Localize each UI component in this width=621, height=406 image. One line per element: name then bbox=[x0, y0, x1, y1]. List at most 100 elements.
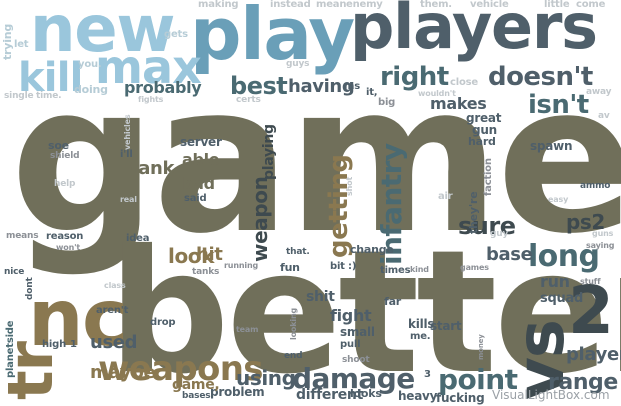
word-big: big bbox=[378, 97, 396, 108]
word-game-comma: game, bbox=[172, 377, 220, 393]
word-fun: fun bbox=[280, 261, 300, 274]
word-times: times bbox=[380, 265, 411, 276]
word-said: said bbox=[184, 193, 207, 204]
word-used: used bbox=[90, 332, 138, 353]
word-faction: faction bbox=[483, 158, 494, 196]
word-let: let bbox=[14, 39, 29, 50]
word-certs: certs bbox=[236, 95, 261, 105]
word-spawn: spawn bbox=[530, 139, 573, 153]
word-new: new bbox=[30, 0, 176, 67]
word-stuff: stuff bbox=[580, 277, 601, 286]
word-run: run bbox=[540, 272, 570, 291]
word-kills: kills bbox=[408, 317, 435, 331]
word-mean: mean bbox=[316, 0, 347, 10]
word-damage: damage bbox=[292, 362, 415, 395]
word-right: right bbox=[380, 62, 449, 92]
word-play: play bbox=[190, 0, 355, 76]
word-2: 2 bbox=[568, 272, 614, 349]
word-looking: looking bbox=[289, 307, 298, 340]
word-game: game bbox=[10, 41, 621, 279]
word-better: better bbox=[108, 214, 621, 406]
word-getting: getting bbox=[324, 154, 354, 259]
word-players: players bbox=[350, 0, 598, 63]
word-kill: kill bbox=[18, 55, 83, 101]
word-enemy: enemy bbox=[346, 0, 383, 10]
word-player: player bbox=[566, 344, 621, 365]
word-saying: saying bbox=[586, 241, 615, 250]
word-shit: shit bbox=[306, 289, 335, 305]
word-single: single bbox=[4, 91, 34, 101]
word-guys: guys bbox=[286, 59, 310, 69]
word-air: air bbox=[438, 191, 453, 202]
word-idea: idea bbox=[126, 233, 150, 244]
word-help: help bbox=[54, 179, 76, 189]
word-using: using bbox=[236, 366, 296, 390]
word-start: start bbox=[430, 319, 462, 333]
word-tanks: tanks bbox=[192, 267, 220, 277]
word-reason: reason bbox=[46, 231, 84, 242]
word-one: 1 bbox=[70, 339, 77, 350]
word-trying: trying bbox=[1, 23, 14, 60]
word-vehicle: vehicle bbox=[470, 0, 509, 10]
word-end: end bbox=[284, 351, 303, 361]
word-soe: soe bbox=[48, 139, 69, 152]
word-far: far bbox=[384, 295, 401, 308]
word-ill: i'll bbox=[120, 149, 133, 160]
word-games: games bbox=[460, 263, 489, 272]
watermark: VisualLightBox.com bbox=[492, 388, 610, 402]
word-makes: makes bbox=[430, 94, 487, 113]
word-planetside: planetside bbox=[5, 320, 16, 378]
word-tank: tank bbox=[130, 158, 175, 179]
word-nice: nice bbox=[4, 267, 25, 277]
word-look: look bbox=[168, 244, 215, 268]
word-weapons: weapons bbox=[98, 349, 263, 389]
word-them: them. bbox=[420, 0, 452, 10]
word-arent: aren't bbox=[96, 305, 129, 316]
word-instead: instead bbox=[270, 0, 311, 10]
word-high: high bbox=[42, 339, 67, 350]
word-pull: pull bbox=[340, 339, 361, 350]
word-wont: won't bbox=[56, 243, 81, 252]
word-sure: sure bbox=[458, 212, 516, 240]
word-looks: looks bbox=[350, 387, 382, 400]
word-making: making bbox=[198, 0, 239, 10]
word-doing: doing bbox=[74, 83, 108, 96]
word-nc: nc bbox=[28, 274, 128, 364]
word-having: having bbox=[288, 76, 355, 97]
word-able: able bbox=[182, 150, 220, 169]
word-fights: fights bbox=[138, 95, 164, 104]
word-little: little bbox=[544, 0, 570, 10]
word-ammo: ammo bbox=[580, 181, 611, 191]
word-vehicles: vehicles bbox=[123, 114, 132, 150]
word-change: change bbox=[350, 243, 394, 256]
word-max: max bbox=[95, 40, 202, 94]
word-isnt: isn't bbox=[528, 90, 589, 120]
word-me: me. bbox=[410, 331, 431, 342]
word-shield: shield bbox=[50, 151, 80, 161]
word-bases: bases bbox=[182, 391, 211, 401]
word-team: team bbox=[236, 325, 259, 334]
word-range: range bbox=[548, 370, 618, 395]
word-means: means bbox=[6, 231, 39, 241]
word-shot: shot bbox=[345, 176, 354, 196]
word-point: point bbox=[438, 363, 518, 396]
word-time: time. bbox=[36, 91, 62, 101]
word-av: av bbox=[598, 111, 610, 121]
word-hit: hit bbox=[196, 244, 223, 265]
word-fight: fight bbox=[330, 306, 372, 325]
word-weapon: weapon bbox=[248, 176, 272, 262]
word-money: money bbox=[477, 334, 485, 360]
word-probably: probably bbox=[124, 78, 202, 97]
word-guns: guns bbox=[592, 229, 614, 238]
word-great: great bbox=[466, 111, 502, 125]
word-playing: playing bbox=[261, 124, 277, 180]
word-bit: bit :) bbox=[330, 261, 357, 272]
word-ps2: ps2 bbox=[566, 210, 605, 234]
word-different: different bbox=[296, 387, 364, 403]
word-guy: guy bbox=[490, 229, 509, 239]
word-fucking: fucking bbox=[436, 391, 485, 405]
word-gets: gets bbox=[164, 29, 188, 40]
word-close: close bbox=[450, 77, 478, 88]
word-away: away bbox=[586, 87, 612, 97]
